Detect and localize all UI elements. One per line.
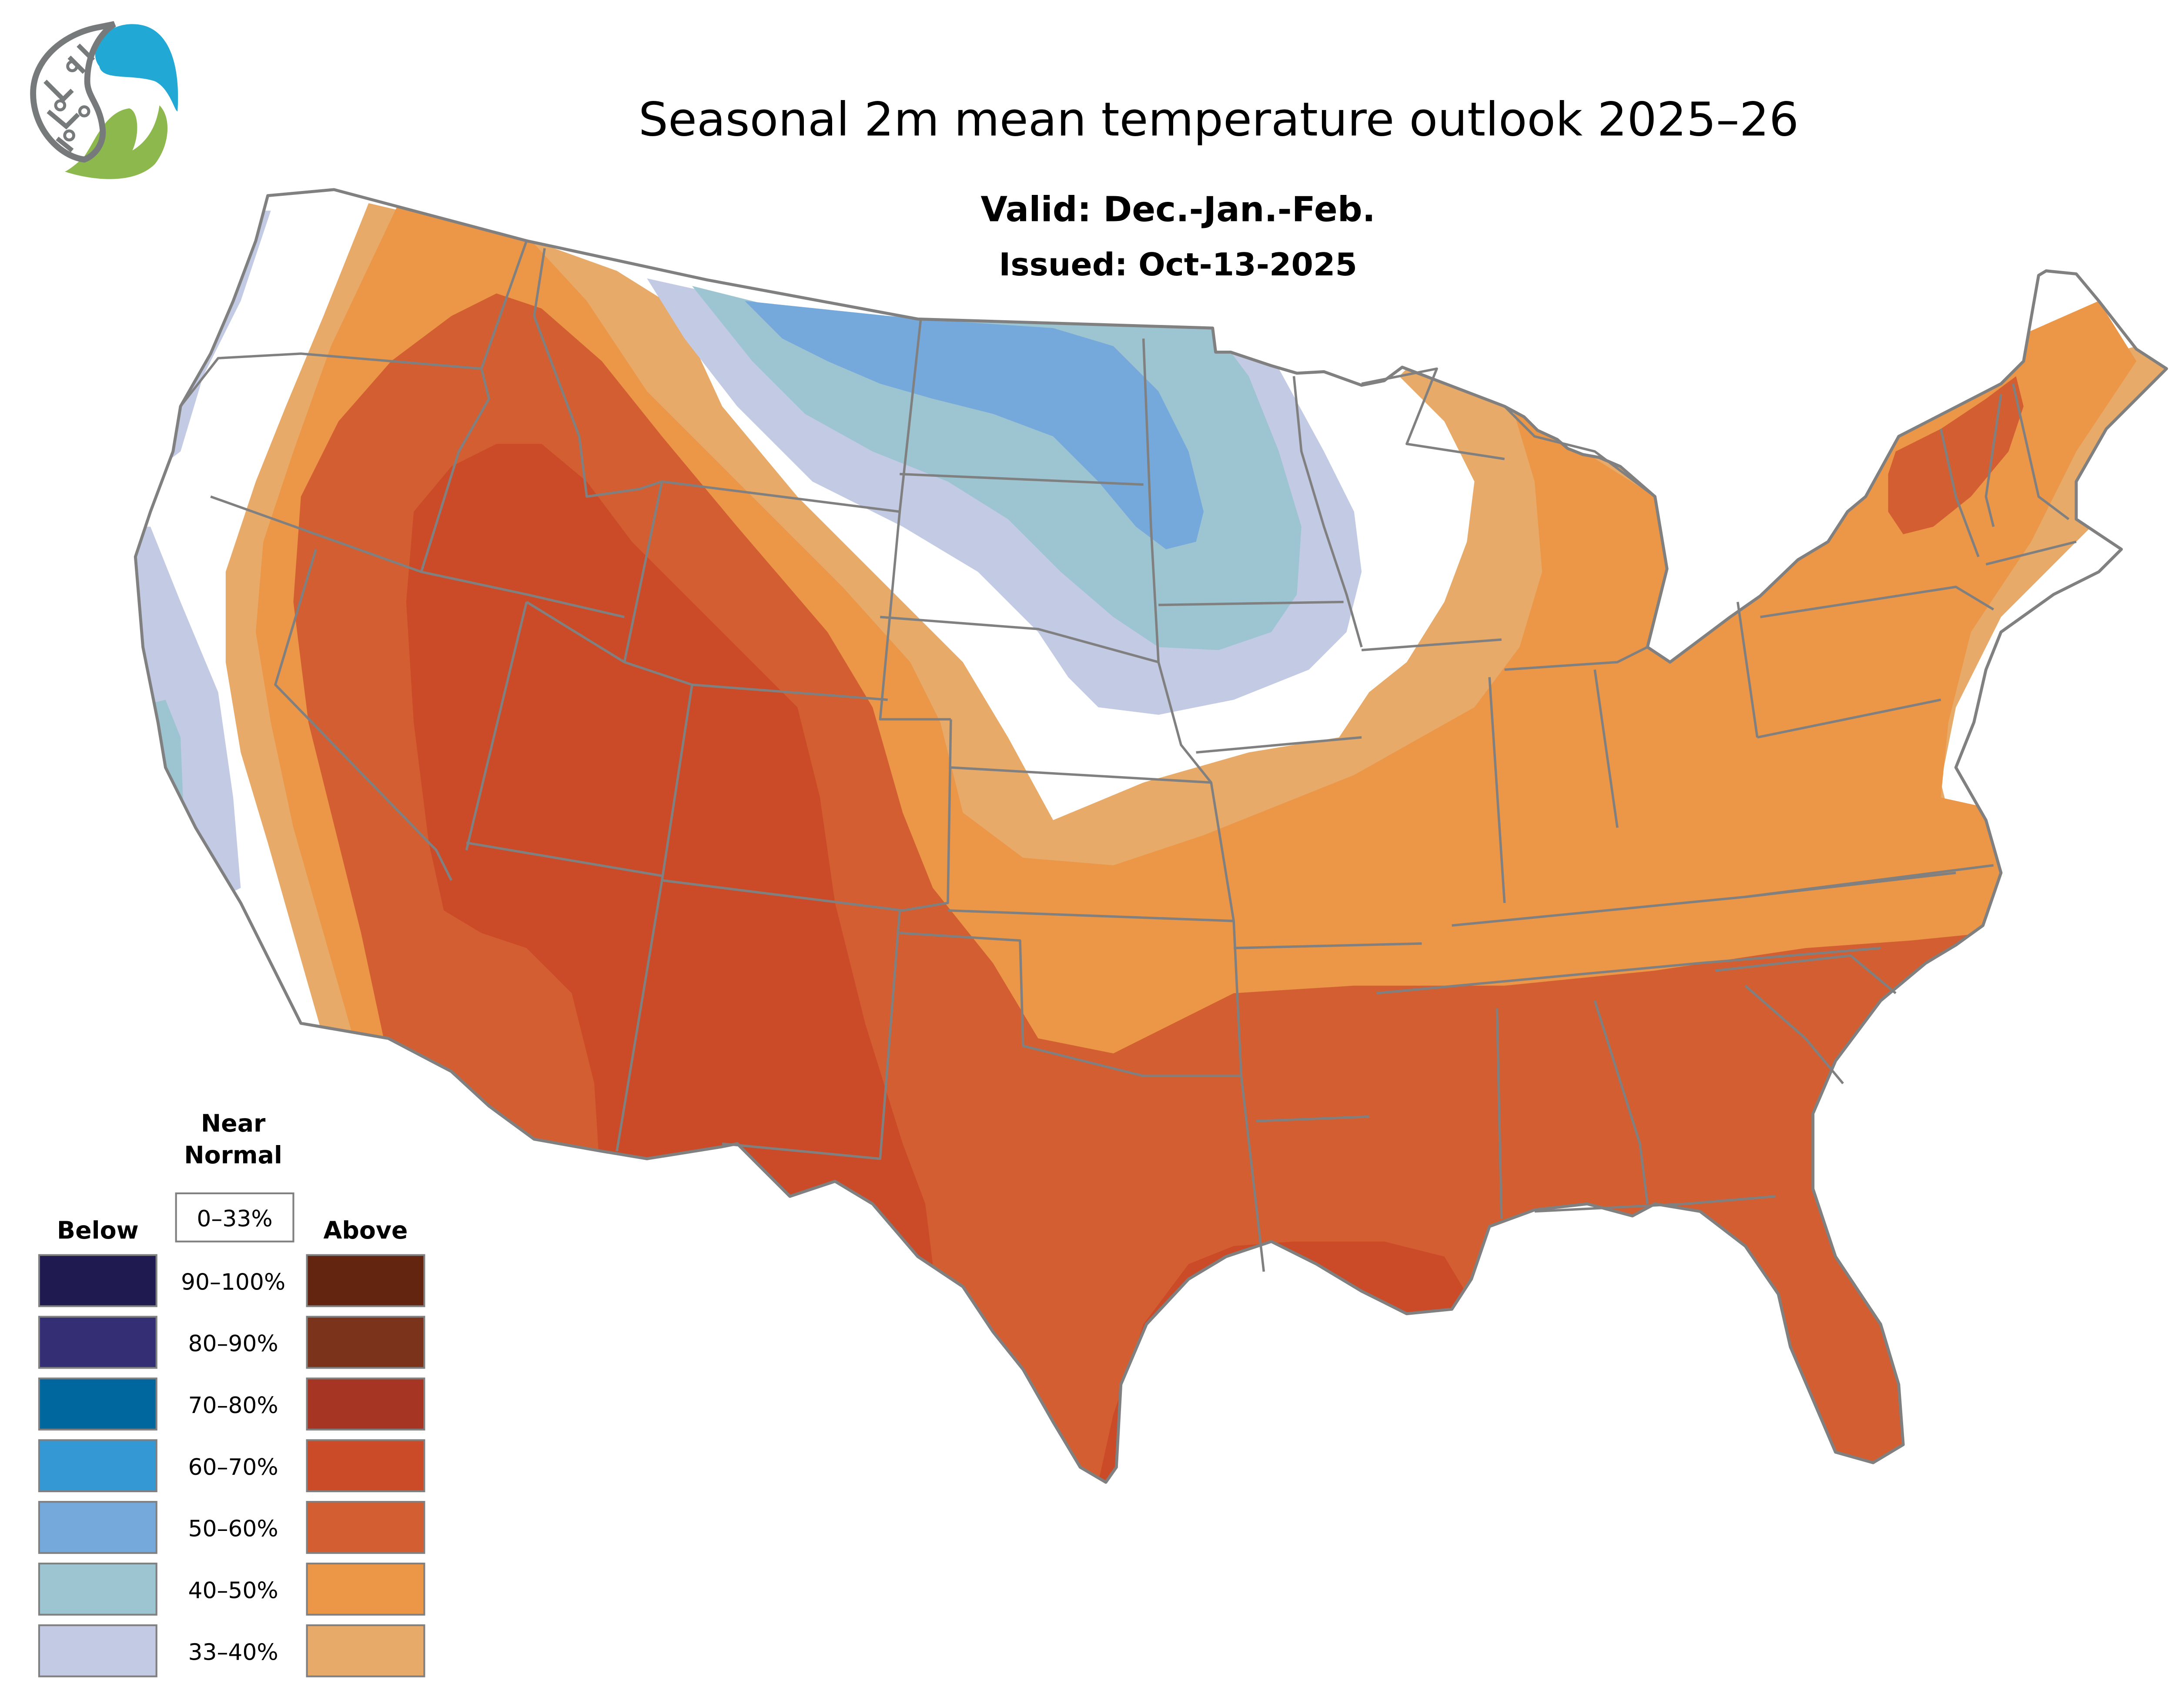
- border-in-oh: [1593, 669, 1619, 828]
- border-ga-sc: [1744, 985, 1844, 1085]
- legend-near-normal-line2: Normal: [184, 1142, 282, 1169]
- border-mi-lower: [1503, 405, 1668, 671]
- legend-range-label: 90–100%: [181, 1269, 285, 1295]
- legend: Near Normal 0–33% Below Above 90–100% 80–…: [38, 1110, 425, 1678]
- border-co-ks-ne: [662, 719, 952, 912]
- border-mi-upper: [1361, 367, 1505, 460]
- legend-below-swatch: [38, 1439, 157, 1492]
- legend-near-normal-swatch: [175, 1192, 294, 1242]
- legend-range-label: 50–60%: [188, 1516, 278, 1542]
- border-wa-or: [179, 352, 482, 407]
- border-ks-ok: [947, 909, 1234, 922]
- border-id-wy: [526, 481, 663, 663]
- border-ut-az: [466, 841, 663, 877]
- border-al-ga: [1593, 1000, 1649, 1204]
- border-mt-id: [533, 248, 663, 498]
- water-leaf-circuit-logo-icon: [30, 21, 178, 179]
- border-tn-south: [1376, 947, 1881, 995]
- map-title: Seasonal 2m mean temperature outlook 202…: [639, 92, 1799, 147]
- legend-above-swatch: [306, 1501, 425, 1554]
- state-borders: [135, 190, 2166, 1482]
- border-ok-tx: [900, 931, 1241, 1077]
- legend-above-swatch: [306, 1377, 425, 1431]
- zone-below-50-60: [745, 301, 1204, 549]
- border-ga-fl: [1534, 1195, 1776, 1213]
- border-il-in: [1488, 677, 1506, 903]
- border-ma-south: [1985, 540, 2077, 566]
- border-wy-sd-ne: [879, 511, 951, 721]
- border-ny-vt: [1939, 429, 1980, 557]
- border-mn-west: [1142, 338, 1265, 1272]
- border-id-west: [420, 240, 528, 573]
- border-nv-ut: [465, 601, 528, 851]
- legend-range-label: 33–40%: [188, 1639, 278, 1665]
- border-vt-nh: [1984, 394, 2002, 527]
- legend-below-swatch: [38, 1624, 157, 1678]
- legend-below-swatch: [38, 1254, 157, 1307]
- border-nd-sd: [900, 472, 1144, 486]
- border-ia-mo: [1196, 736, 1362, 754]
- border-oh-pa: [1737, 602, 1759, 738]
- border-wy-co: [624, 661, 888, 701]
- legend-near-normal-line1: Near: [201, 1110, 266, 1138]
- border-ms-al: [1496, 1008, 1503, 1219]
- legend-range-label: 60–70%: [188, 1454, 278, 1480]
- legend-above-swatch: [306, 1316, 425, 1369]
- legend-below-swatch: [38, 1562, 157, 1616]
- border-pa-ny: [1760, 586, 1994, 618]
- legend-range-label: 70–80%: [188, 1393, 278, 1419]
- border-wi-west: [1292, 376, 1363, 648]
- border-nm-tx: [722, 910, 901, 1160]
- border-ca-nv: [274, 549, 453, 881]
- zone-below-40-50: [135, 286, 1302, 843]
- legend-below-swatch: [38, 1316, 157, 1369]
- legend-above-swatch: [306, 1439, 425, 1492]
- legend-below-label: Below: [57, 1217, 139, 1245]
- legend-above-swatch: [306, 1254, 425, 1307]
- logo: [30, 21, 178, 179]
- border-va-nc: [1745, 864, 1994, 898]
- legend-near-normal-range: 0–33%: [197, 1206, 272, 1232]
- border-nh-me: [2011, 383, 2070, 520]
- legend-above-swatch: [306, 1562, 425, 1616]
- border-mn-ia: [1158, 600, 1344, 606]
- border-pa-md: [1757, 698, 1941, 739]
- border-ne-ks: [950, 766, 1211, 784]
- border-mo-ar: [1234, 942, 1422, 949]
- border-ar-la: [1256, 1115, 1369, 1122]
- legend-below-swatch: [38, 1377, 157, 1431]
- border-or-ca-nv: [210, 495, 625, 618]
- legend-above-swatch: [306, 1624, 425, 1678]
- border-nc-sc: [1715, 954, 1897, 995]
- issued-date: Issued: Oct-13-2025: [999, 247, 1357, 283]
- valid-period: Valid: Dec.-Jan.-Feb.: [980, 189, 1375, 229]
- legend-below-swatch: [38, 1501, 157, 1554]
- legend-rows: 90–100% 80–90% 70–80% 60–70% 50–60% 40–50% 33–…: [38, 1254, 425, 1678]
- legend-above-label: Above: [323, 1217, 408, 1245]
- border-wi-il: [1361, 638, 1502, 652]
- legend-range-label: 40–50%: [188, 1577, 278, 1604]
- legend-range-label: 80–90%: [188, 1331, 278, 1357]
- border-sd-ne: [880, 616, 1159, 663]
